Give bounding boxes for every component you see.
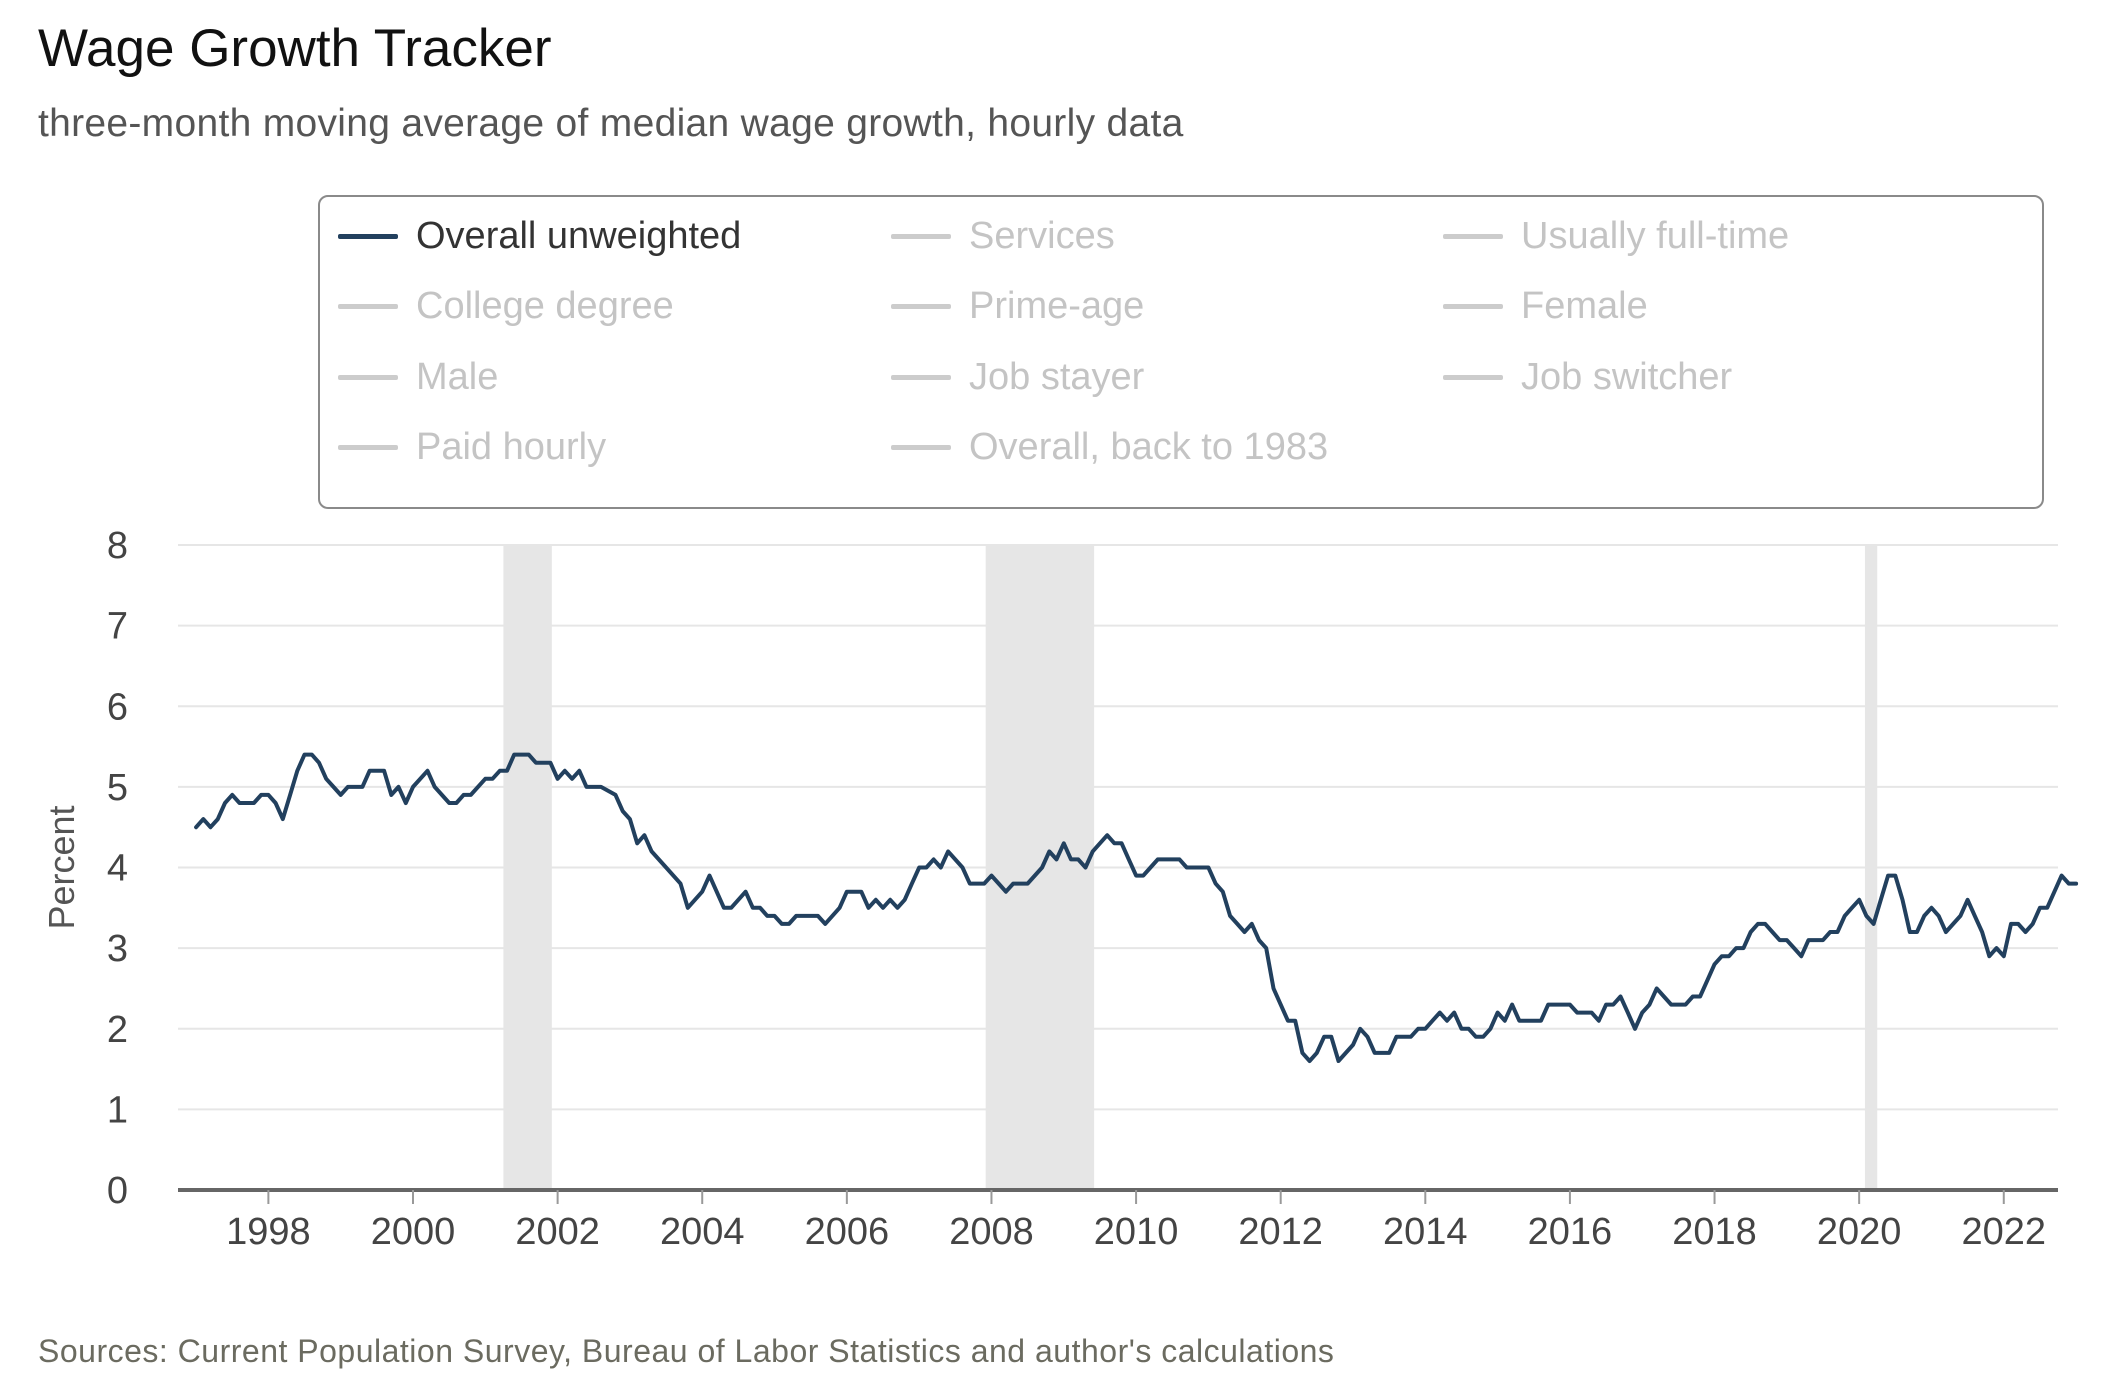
y-tick-label: 7 (107, 606, 128, 648)
series-line (194, 752, 2079, 1063)
legend-item[interactable]: Usually full-time (1443, 215, 1789, 258)
legend-item[interactable]: Services (891, 215, 1115, 258)
legend-label: Prime-age (969, 285, 1145, 327)
x-tick-label: 2002 (515, 1211, 600, 1253)
legend-item[interactable]: Male (338, 356, 498, 399)
x-tick-label: 2018 (1672, 1211, 1757, 1253)
x-tick-label: 2006 (805, 1211, 890, 1253)
legend-swatch-icon (338, 445, 398, 450)
legend-item[interactable]: Job stayer (891, 356, 1144, 399)
legend-swatch-icon (891, 445, 951, 450)
legend-swatch-icon (1443, 375, 1503, 380)
legend-item[interactable]: Overall unweighted (338, 215, 741, 258)
y-tick-label: 3 (107, 928, 128, 970)
x-tick-label: 2016 (1528, 1211, 1613, 1253)
x-tick-label: 2004 (660, 1211, 745, 1253)
legend-label: Job switcher (1521, 356, 1733, 398)
x-tick-label: 2010 (1094, 1211, 1179, 1253)
legend-box: Overall unweighted Services Usually full-t… (318, 195, 2044, 509)
legend-swatch-icon (891, 234, 951, 239)
x-tick-label: 2000 (371, 1211, 456, 1253)
legend-label: Overall, back to 1983 (969, 426, 1329, 468)
x-tick-label: 2014 (1383, 1211, 1468, 1253)
legend-swatch-icon (338, 304, 398, 309)
y-tick-label: 1 (107, 1089, 128, 1131)
line-chart: 0 1 2 3 4 5 6 7 8 1998 2000 2002 2004 2006 2008 2010 201… (41, 525, 2079, 1253)
legend-swatch-icon (1443, 234, 1503, 239)
x-tick-label: 2012 (1238, 1211, 1323, 1253)
y-tick-label: 2 (107, 1009, 128, 1051)
legend-label: Overall unweighted (416, 215, 742, 257)
legend-label: Job stayer (969, 356, 1145, 398)
x-tick-label: 2008 (949, 1211, 1034, 1253)
y-tick-label: 8 (107, 525, 128, 567)
legend-label: Paid hourly (416, 426, 607, 468)
x-tick-label: 1998 (226, 1211, 311, 1253)
y-tick-label: 4 (107, 848, 128, 890)
y-tick-label: 5 (107, 767, 128, 809)
source-note: Sources: Current Population Survey, Bure… (38, 1333, 1335, 1369)
legend-label: Male (416, 356, 499, 398)
legend-item[interactable]: Overall, back to 1983 (891, 426, 1328, 469)
y-tick-label: 0 (107, 1170, 128, 1212)
chart-title: Wage Growth Tracker (38, 19, 552, 78)
legend-label: College degree (416, 285, 674, 327)
legend-swatch-icon (891, 304, 951, 309)
legend-item[interactable]: Paid hourly (338, 426, 606, 469)
legend-item[interactable]: Prime-age (891, 285, 1144, 328)
legend-item[interactable]: Job switcher (1443, 356, 1732, 399)
legend-swatch-icon (1443, 304, 1503, 309)
legend-swatch-icon (338, 234, 398, 239)
y-tick-label: 6 (107, 686, 128, 728)
chart-subtitle: three-month moving average of median wag… (38, 102, 1184, 145)
legend-item[interactable]: College degree (338, 285, 674, 328)
legend-label: Female (1521, 285, 1648, 327)
legend-label: Services (969, 215, 1115, 257)
legend-item[interactable]: Female (1443, 285, 1648, 328)
legend-label: Usually full-time (1521, 215, 1790, 257)
y-axis-title: Percent (41, 805, 82, 929)
x-tick-label: 2022 (1961, 1211, 2046, 1253)
legend-swatch-icon (338, 375, 398, 380)
legend-swatch-icon (891, 375, 951, 380)
x-tick-label: 2020 (1817, 1211, 1902, 1253)
